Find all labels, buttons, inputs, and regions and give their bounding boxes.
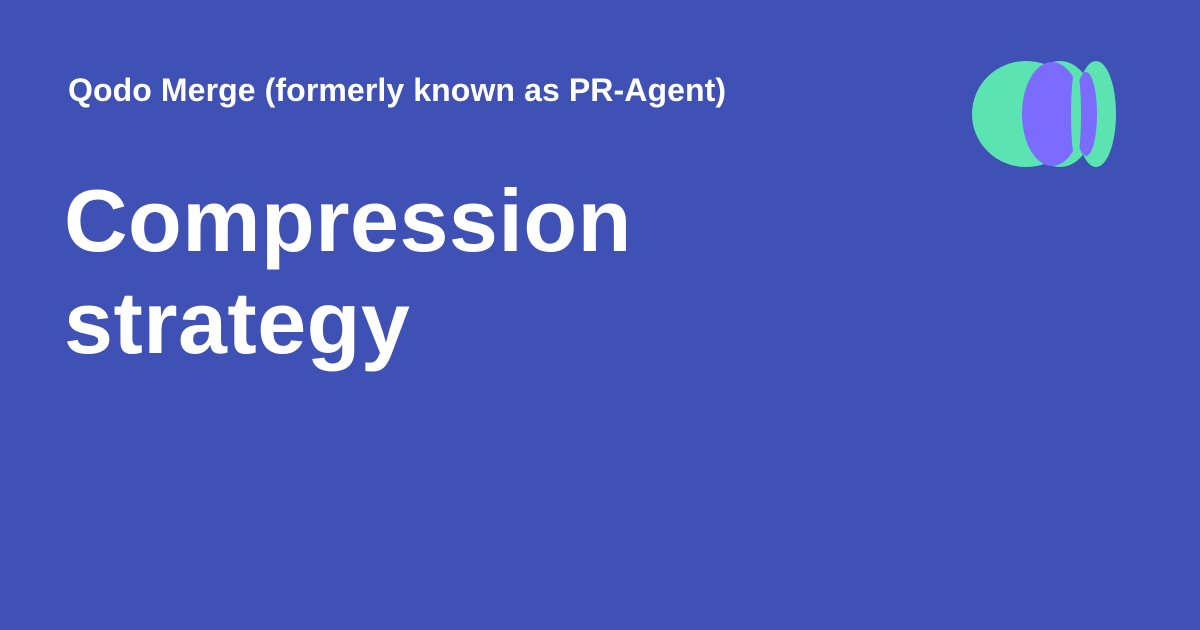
qodo-logo-icon xyxy=(972,61,1116,167)
logo-overlap-left xyxy=(1022,62,1082,166)
logo-sliver xyxy=(1071,68,1081,160)
logo-overlap-right xyxy=(1075,72,1097,156)
site-name: Qodo Merge (formerly known as PR-Agent) xyxy=(68,72,727,108)
page-title: Compression strategy xyxy=(64,171,632,372)
